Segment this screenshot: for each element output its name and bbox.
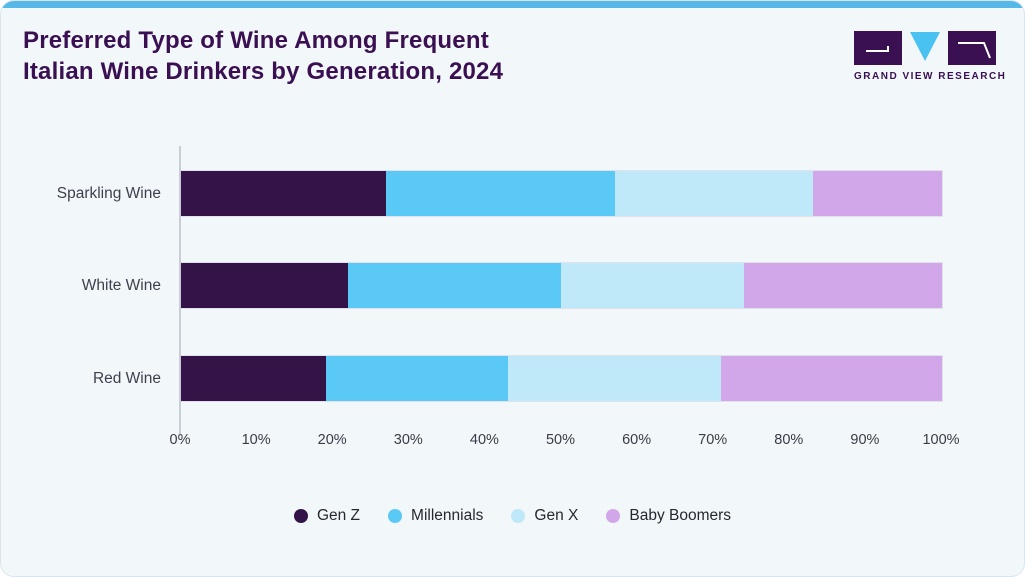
x-tick-label: 40% (469, 432, 499, 448)
bar-segment-millennials (348, 263, 562, 308)
x-tick-label: 100% (922, 432, 960, 448)
legend-item-baby-boomers: Baby Boomers (606, 507, 731, 525)
x-tick-label: 60% (622, 432, 652, 448)
x-tick-label: 0% (169, 432, 191, 448)
legend-item-gen-x: Gen X (511, 507, 578, 525)
top-accent-bar (1, 1, 1024, 8)
x-tick-label: 10% (241, 432, 271, 448)
legend-label-millennials: Millennials (411, 507, 484, 524)
bar-segment-gen-x (561, 263, 745, 308)
bar-segment-baby-boomers (812, 171, 942, 216)
x-tick-label: 30% (393, 432, 423, 448)
x-tick-label: 80% (774, 432, 804, 448)
bar-segment-gen-z (181, 263, 349, 308)
bar-segment-gen-x (614, 171, 813, 216)
brand-logo-text: GRAND VIEW RESEARCH (854, 71, 1007, 82)
bar-segment-baby-boomers (744, 263, 942, 308)
legend-swatch-gen-x (511, 509, 526, 523)
legend-item-gen-z: Gen Z (293, 507, 361, 525)
legend-swatch-baby-boomers (606, 509, 621, 523)
category-label-sparkling-wine: Sparkling Wine (56, 185, 161, 202)
bar-row-white-wine (181, 263, 942, 308)
legend-label-gen-x: Gen X (534, 507, 579, 524)
bar-segment-gen-x (508, 356, 722, 401)
legend-swatch-millennials (388, 509, 403, 523)
x-tick-label: 90% (850, 432, 880, 448)
bar-row-red-wine (181, 356, 942, 401)
legend-label-gen-z: Gen Z (316, 507, 361, 524)
bar-segment-gen-z (181, 356, 326, 401)
chart-legend: Gen Z Millennials Gen X Baby Boomers (1, 507, 1024, 525)
brand-logo: GRAND VIEW RESEARCH (854, 31, 1007, 82)
gvr-logo-icon (854, 31, 996, 65)
legend-swatch-gen-z (293, 509, 308, 523)
bar-segment-millennials (386, 171, 615, 216)
x-tick-label: 70% (698, 432, 728, 448)
legend-label-baby-boomers: Baby Boomers (629, 507, 732, 524)
bar-row-sparkling-wine (181, 171, 942, 216)
y-axis-line (179, 146, 181, 436)
bar-segment-millennials (325, 356, 509, 401)
category-label-red-wine: Red Wine (92, 370, 161, 387)
bar-segment-baby-boomers (721, 356, 942, 401)
page-title: Preferred Type of Wine Among Frequent It… (23, 27, 504, 86)
bar-segment-gen-z (181, 171, 387, 216)
category-label-white-wine: White Wine (81, 277, 161, 294)
x-tick-label: 20% (317, 432, 347, 448)
legend-item-millennials: Millennials (388, 507, 483, 525)
x-tick-label: 50% (545, 432, 576, 448)
